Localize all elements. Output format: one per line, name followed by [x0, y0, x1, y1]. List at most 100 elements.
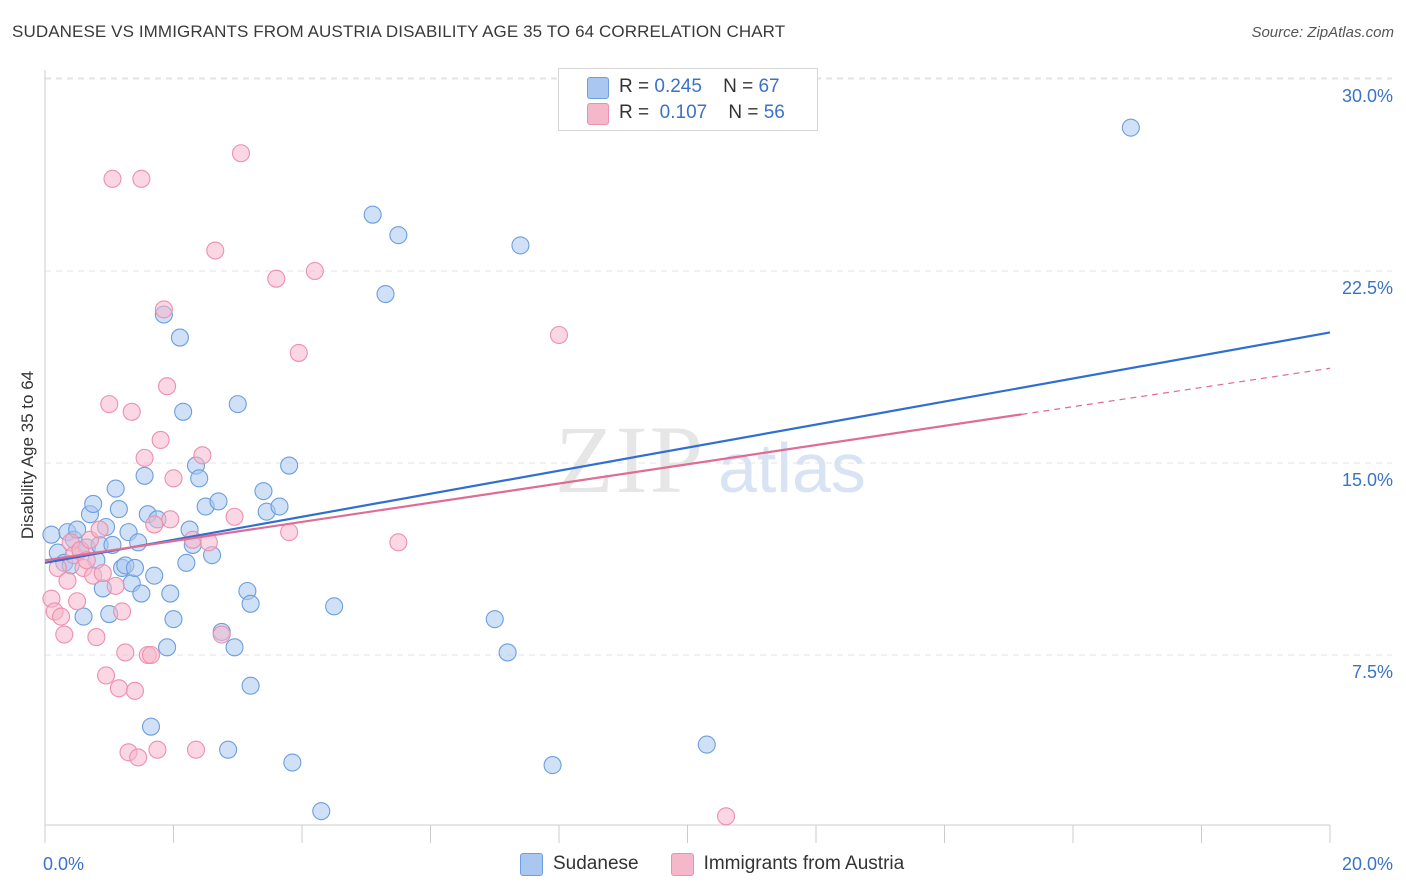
stats-row-austria: R = 0.107 N = 56 — [619, 101, 785, 125]
r-value: 0.245 — [654, 76, 702, 97]
sudanese-point — [145, 566, 164, 585]
austria-point — [55, 625, 74, 644]
legend-item-austria[interactable]: Immigrants from Austria — [670, 852, 905, 876]
sudanese-swatch — [587, 77, 609, 99]
austria-point — [135, 448, 154, 467]
sudanese-point — [135, 466, 154, 485]
sudanese-point — [209, 492, 228, 511]
sudanese-point — [543, 756, 562, 775]
sudanese-point — [485, 610, 504, 629]
points-layer — [42, 118, 1140, 826]
r-label: R = — [619, 76, 650, 97]
y-tick-label: 7.5% — [1352, 662, 1393, 682]
sudanese-point — [283, 753, 302, 772]
austria-point — [212, 625, 231, 644]
source-label: Source: ZipAtlas.com — [1251, 24, 1394, 41]
legend-label-austria: Immigrants from Austria — [703, 853, 905, 874]
sudanese-point — [241, 676, 260, 695]
sudanese-point — [158, 638, 177, 657]
sudanese-point — [42, 525, 61, 544]
sudanese-point — [389, 226, 408, 245]
austria-point — [193, 446, 212, 465]
austria-trendline — [44, 413, 1022, 562]
sudanese-point — [219, 740, 238, 759]
austria-point — [87, 628, 106, 647]
legend-item-sudanese[interactable]: Sudanese — [520, 852, 639, 876]
n-value: 67 — [758, 76, 780, 97]
austria-point — [305, 261, 324, 281]
sudanese-point — [254, 482, 273, 501]
austria-point — [106, 576, 125, 595]
sudanese-point — [106, 479, 125, 498]
sudanese-point — [270, 497, 289, 516]
austria-point — [93, 564, 112, 583]
austria-point — [206, 241, 225, 260]
trendline-layer — [44, 331, 1331, 564]
axes-layer: 7.5% 15.0% 22.5% 30.0% 0.0% 20.0% — [43, 70, 1393, 874]
austria-point — [158, 377, 177, 396]
austria-point — [154, 300, 173, 319]
stats-legend: R = 0.245 N = 67 R = 0.107 N = 56 — [558, 68, 818, 131]
sudanese-trendline — [44, 331, 1331, 564]
n-label: N = — [728, 102, 759, 123]
n-value: 56 — [763, 102, 785, 123]
austria-point — [113, 602, 132, 621]
sudanese-point — [325, 597, 344, 616]
sudanese-point — [170, 328, 189, 347]
austria-point — [225, 507, 244, 526]
y-tick-label: 30.0% — [1342, 86, 1393, 106]
n-label: N = — [723, 76, 754, 97]
r-value: 0.107 — [659, 102, 708, 123]
sudanese-point — [84, 494, 103, 514]
x-tick-label: 0.0% — [43, 854, 84, 874]
series-legend: Sudanese Immigrants from Austria — [520, 852, 936, 876]
austria-point — [231, 144, 251, 163]
grid-layer — [45, 77, 1392, 656]
y-tick-label: 22.5% — [1342, 278, 1393, 298]
sudanese-point — [174, 402, 193, 421]
austria-point — [103, 169, 122, 188]
sudanese-point — [141, 717, 161, 736]
austria-point — [164, 469, 183, 488]
austria-point — [100, 395, 119, 414]
sudanese-point — [498, 643, 517, 662]
austria-point — [58, 571, 77, 590]
austria-point — [161, 510, 180, 529]
austria-point — [132, 169, 151, 188]
austria-point — [90, 520, 109, 539]
austria-point — [267, 269, 286, 288]
austria-point — [145, 515, 164, 534]
y-tick-label: 15.0% — [1342, 470, 1393, 490]
legend-swatch-sudanese — [520, 852, 543, 876]
sudanese-point — [225, 638, 244, 657]
sudanese-point — [280, 456, 299, 475]
sudanese-point — [1121, 118, 1140, 137]
watermark: ZIP atlas — [555, 406, 866, 513]
austria-point — [280, 523, 299, 542]
austria-point — [96, 666, 116, 685]
austria-point — [141, 645, 161, 665]
austria-point — [116, 643, 135, 662]
y-axis-label: Disability Age 35 to 64 — [18, 371, 37, 539]
austria-point — [122, 402, 141, 421]
austria-point — [68, 592, 87, 611]
austria-point — [109, 679, 128, 698]
sudanese-point — [228, 395, 247, 414]
austria-point — [148, 740, 167, 759]
austria-point — [549, 325, 569, 345]
austria-trendline-extension — [1021, 367, 1331, 415]
sudanese-point — [109, 500, 128, 519]
chart-title: SUDANESE VS IMMIGRANTS FROM AUSTRIA DISA… — [12, 22, 786, 41]
sudanese-point — [511, 236, 530, 255]
sudanese-point — [697, 735, 716, 754]
sudanese-point — [164, 610, 183, 629]
austria-point — [151, 430, 170, 450]
sudanese-point — [376, 284, 395, 304]
legend-swatch-austria — [670, 852, 694, 876]
austria-point — [52, 607, 71, 626]
sudanese-point — [241, 594, 260, 613]
sudanese-point — [190, 469, 209, 488]
sudanese-point — [312, 802, 331, 821]
sudanese-point — [363, 205, 382, 224]
